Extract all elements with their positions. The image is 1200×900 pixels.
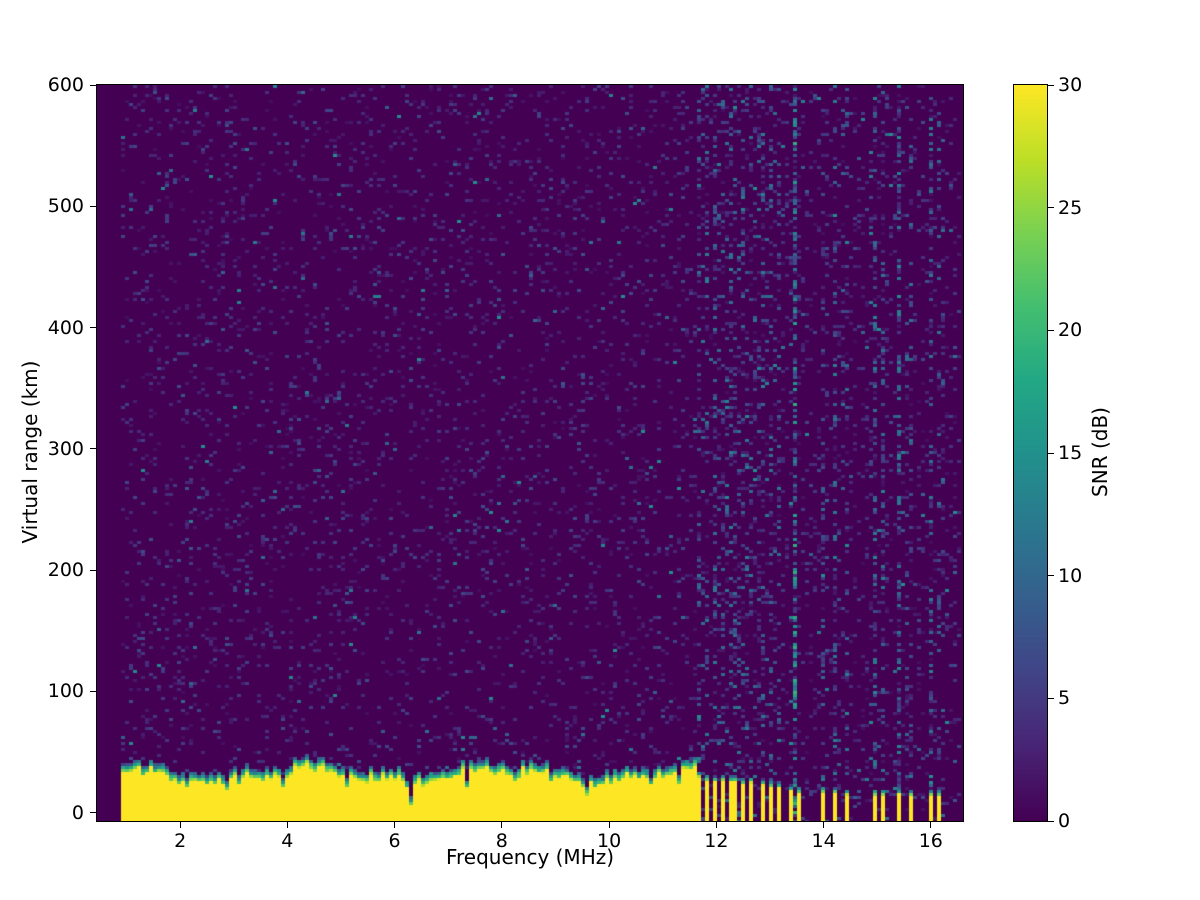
colorbar-tick-mark: [1048, 329, 1054, 331]
colorbar-tick-label: 5: [1058, 687, 1071, 710]
y-tick-mark: [90, 690, 96, 692]
x-tick-mark: [501, 822, 503, 828]
x-tick-mark: [394, 822, 396, 828]
x-tick-label: 2: [174, 830, 187, 852]
colorbar-tick-label: 0: [1058, 810, 1071, 832]
ionogram-heatmap: [96, 84, 964, 822]
y-tick-mark: [90, 448, 96, 450]
x-tick-mark: [179, 822, 181, 828]
colorbar-tick-label: 20: [1058, 319, 1083, 342]
colorbar-tick-mark: [1048, 697, 1054, 699]
colorbar-tick-label: 25: [1058, 196, 1083, 219]
x-tick-mark: [608, 822, 610, 828]
x-tick-label: 12: [704, 830, 729, 852]
x-tick-mark: [715, 822, 717, 828]
colorbar-tick-label: 10: [1058, 564, 1083, 587]
x-tick-label: 14: [811, 830, 836, 852]
colorbar-tick-label: 15: [1058, 442, 1083, 464]
y-tick-label: 600: [47, 74, 84, 96]
x-axis-label: Frequency (MHz): [445, 845, 615, 869]
colorbar-tick-mark: [1048, 452, 1054, 454]
colorbar-tick-mark: [1048, 575, 1054, 577]
x-tick-mark: [286, 822, 288, 828]
y-tick-label: 300: [47, 437, 84, 460]
y-tick-mark: [90, 327, 96, 328]
y-tick-mark: [90, 569, 96, 571]
colorbar-tick-label: 30: [1058, 74, 1083, 96]
x-tick-label: 16: [918, 830, 943, 852]
y-tick-mark: [90, 812, 96, 813]
y-tick-label: 100: [47, 680, 84, 703]
y-axis-label: Virtual range (km): [18, 360, 42, 544]
colorbar-tick-mark: [1048, 84, 1054, 86]
x-tick-mark: [930, 822, 932, 828]
x-tick-mark: [823, 822, 825, 828]
x-tick-label: 10: [596, 830, 622, 852]
colorbar-label: SNR (dB): [1088, 407, 1112, 497]
x-tick-label: 4: [281, 830, 294, 852]
colorbar-tick-mark: [1048, 207, 1054, 209]
colorbar-tick-mark: [1048, 820, 1054, 822]
colorbar-gradient: [1013, 84, 1048, 822]
y-tick-label: 400: [47, 316, 84, 339]
y-tick-label: 500: [47, 195, 84, 218]
y-tick-mark: [90, 205, 96, 207]
y-tick-mark: [90, 84, 96, 86]
x-tick-label: 8: [495, 830, 508, 852]
y-tick-label: 0: [71, 801, 84, 824]
y-tick-label: 200: [47, 559, 84, 581]
x-tick-label: 6: [388, 830, 401, 852]
